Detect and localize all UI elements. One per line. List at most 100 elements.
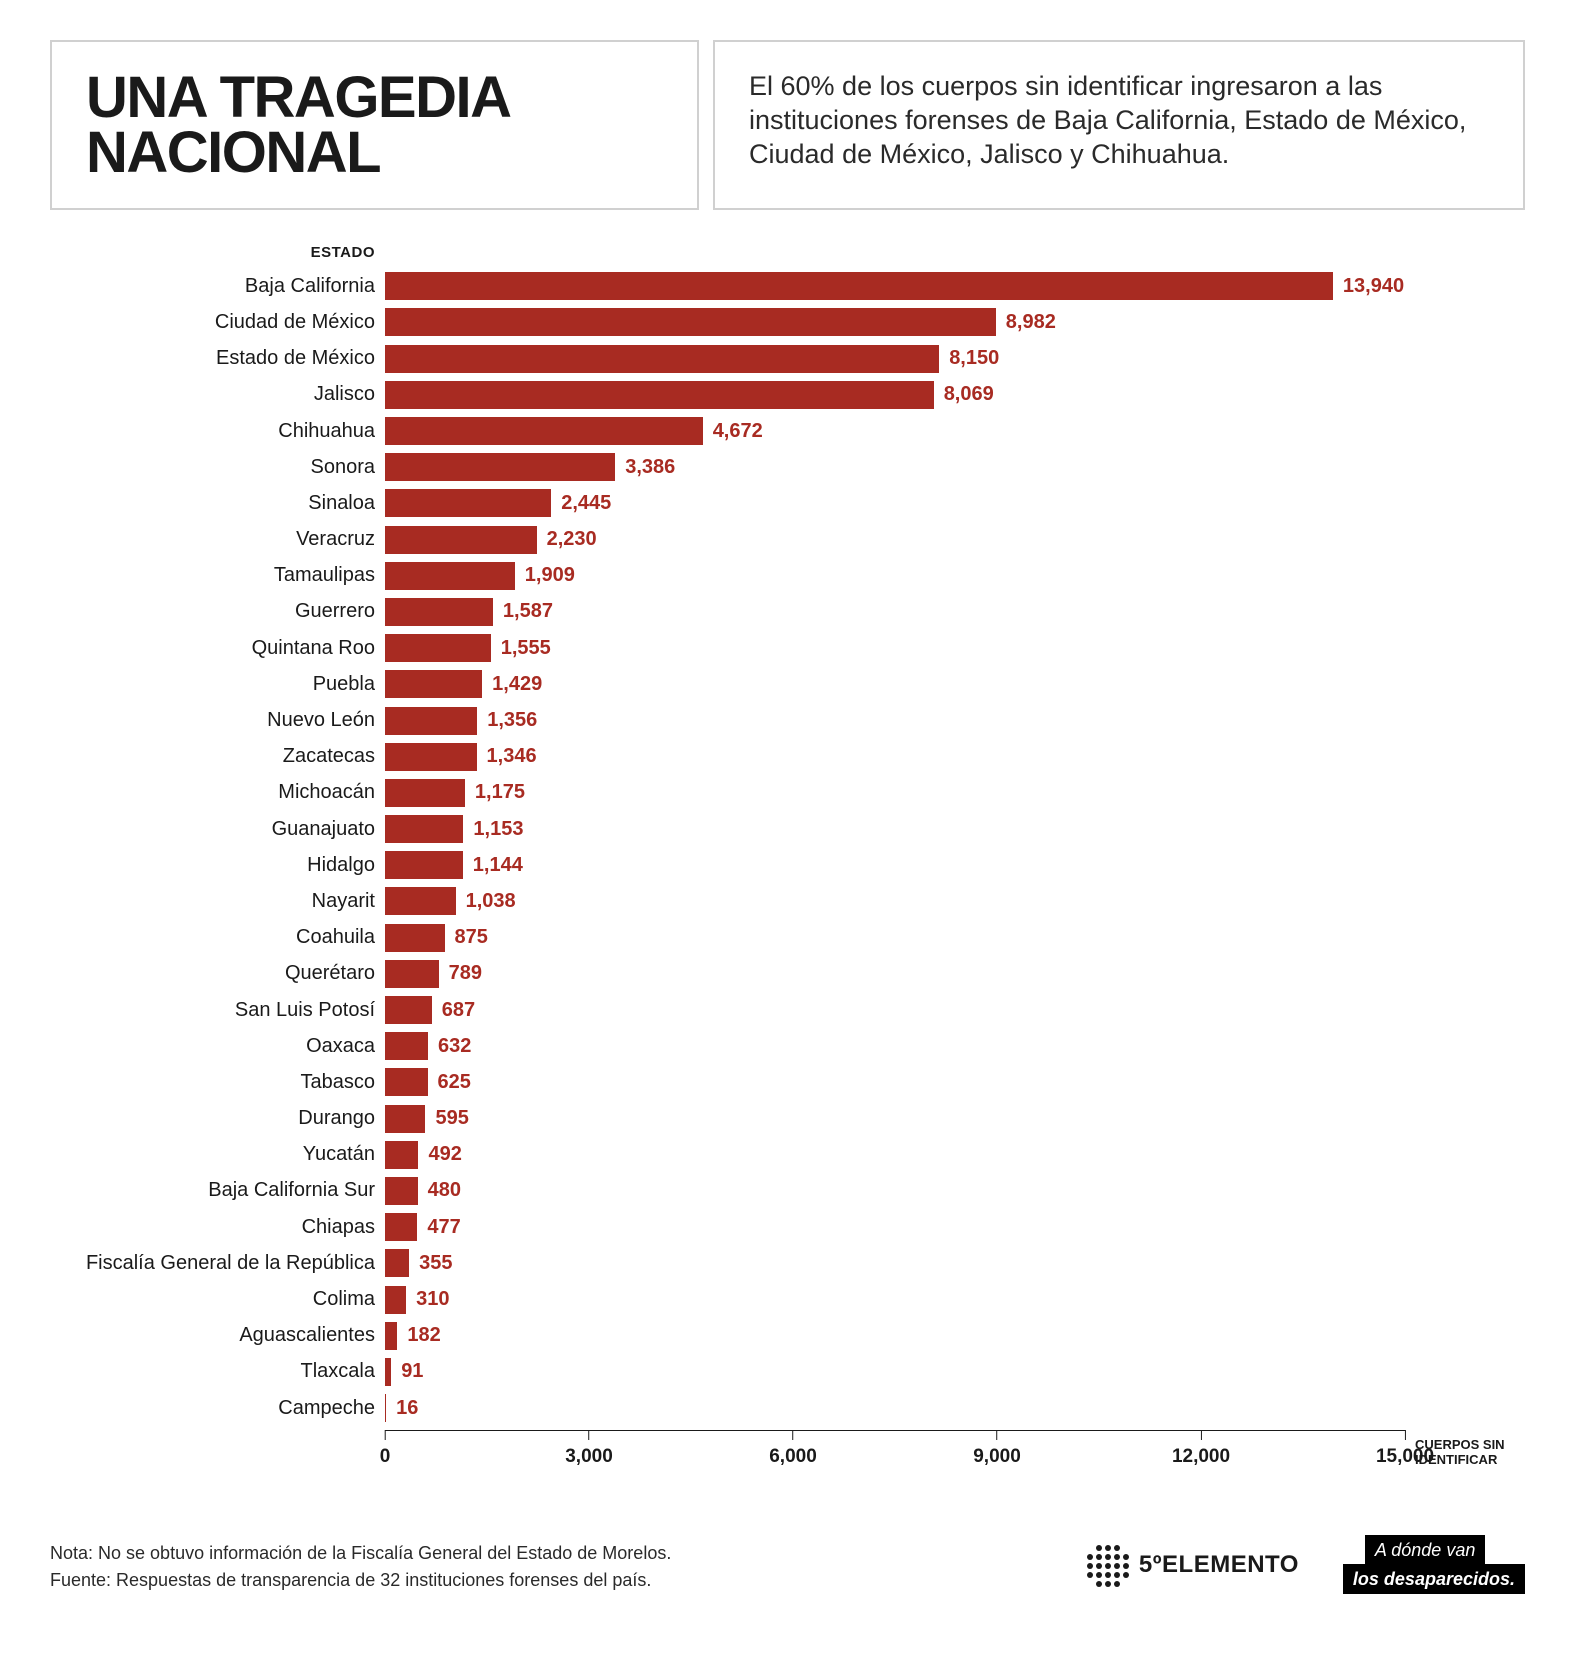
bar-rect bbox=[385, 815, 463, 843]
bar-row: Sinaloa2,445 bbox=[385, 485, 1405, 521]
bar-rect bbox=[385, 453, 615, 481]
dot-grid-icon bbox=[1087, 1545, 1127, 1585]
bar-rect bbox=[385, 381, 934, 409]
bar-row: Puebla1,429 bbox=[385, 666, 1405, 702]
bar-value: 8,982 bbox=[1006, 311, 1056, 334]
bar-label: Oaxaca bbox=[50, 1035, 375, 1058]
bar-row: Oaxaca632 bbox=[385, 1028, 1405, 1064]
bar-value: 1,587 bbox=[503, 600, 553, 623]
bar-value: 632 bbox=[438, 1035, 471, 1058]
bar-label: Veracruz bbox=[50, 528, 375, 551]
bar-value: 1,038 bbox=[466, 890, 516, 913]
bar-value: 3,386 bbox=[625, 456, 675, 479]
bar-value: 8,150 bbox=[949, 347, 999, 370]
bar-rect bbox=[385, 562, 515, 590]
header-row: UNA TRAGEDIA NACIONAL El 60% de los cuer… bbox=[50, 40, 1525, 210]
bar-label: Sonora bbox=[50, 456, 375, 479]
tick-mark bbox=[1405, 1430, 1406, 1440]
bar-label: Nayarit bbox=[50, 890, 375, 913]
bar-row: Ciudad de México8,982 bbox=[385, 304, 1405, 340]
bar-value: 1,909 bbox=[525, 564, 575, 587]
bar-value: 1,144 bbox=[473, 854, 523, 877]
bar-label: Tlaxcala bbox=[50, 1360, 375, 1383]
header-title-box: UNA TRAGEDIA NACIONAL bbox=[50, 40, 699, 210]
bar-chart: ESTADO Baja California13,940Ciudad de Mé… bbox=[50, 250, 1525, 1491]
x-axis: CUERPOS SIN IDENTIFICAR 03,0006,0009,000… bbox=[385, 1430, 1405, 1431]
bar-rect bbox=[385, 1213, 417, 1241]
bar-row: Guerrero1,587 bbox=[385, 594, 1405, 630]
logo-5elemento: 5ºELEMENTO bbox=[1087, 1545, 1299, 1585]
bar-label: Zacatecas bbox=[50, 745, 375, 768]
logo-adondevan-line1: A dónde van bbox=[1365, 1535, 1485, 1565]
bar-value: 2,445 bbox=[561, 492, 611, 515]
page-title: UNA TRAGEDIA NACIONAL bbox=[86, 70, 663, 180]
bar-label: Aguascalientes bbox=[50, 1324, 375, 1347]
bar-value: 16 bbox=[396, 1397, 418, 1420]
bar-label: Nuevo León bbox=[50, 709, 375, 732]
bar-label: Michoacán bbox=[50, 781, 375, 804]
bar-label: Colima bbox=[50, 1288, 375, 1311]
bar-value: 13,940 bbox=[1343, 275, 1404, 298]
bar-value: 1,356 bbox=[487, 709, 537, 732]
bar-rect bbox=[385, 1249, 409, 1277]
bar-label: Quintana Roo bbox=[50, 637, 375, 660]
bar-label: Chihuahua bbox=[50, 420, 375, 443]
bar-rect bbox=[385, 1394, 386, 1422]
bar-value: 1,555 bbox=[501, 637, 551, 660]
bar-label: Guerrero bbox=[50, 600, 375, 623]
bar-rect bbox=[385, 887, 456, 915]
bar-row: Veracruz2,230 bbox=[385, 522, 1405, 558]
bar-row: Chiapas477 bbox=[385, 1209, 1405, 1245]
bar-rect bbox=[385, 272, 1333, 300]
bar-rect bbox=[385, 670, 482, 698]
bar-value: 182 bbox=[407, 1324, 440, 1347]
bar-label: Hidalgo bbox=[50, 854, 375, 877]
bar-rect bbox=[385, 779, 465, 807]
bar-value: 310 bbox=[416, 1288, 449, 1311]
bar-value: 1,175 bbox=[475, 781, 525, 804]
bar-row: Sonora3,386 bbox=[385, 449, 1405, 485]
bar-row: Baja California Sur480 bbox=[385, 1173, 1405, 1209]
bar-label: Campeche bbox=[50, 1397, 375, 1420]
header-description: El 60% de los cuerpos sin identificar in… bbox=[749, 70, 1489, 171]
tick-label: 12,000 bbox=[1172, 1446, 1230, 1468]
bar-rect bbox=[385, 1105, 425, 1133]
bar-label: Chiapas bbox=[50, 1216, 375, 1239]
tick-label: 0 bbox=[380, 1446, 391, 1468]
x-tick: 6,000 bbox=[769, 1430, 817, 1468]
header-description-box: El 60% de los cuerpos sin identificar in… bbox=[713, 40, 1525, 210]
bar-label: Durango bbox=[50, 1107, 375, 1130]
bar-row: Durango595 bbox=[385, 1101, 1405, 1137]
bar-label: Coahuila bbox=[50, 926, 375, 949]
bar-row: Campeche16 bbox=[385, 1390, 1405, 1426]
bar-rect bbox=[385, 924, 445, 952]
bar-label: Ciudad de México bbox=[50, 311, 375, 334]
bar-row: Fiscalía General de la República355 bbox=[385, 1245, 1405, 1281]
bar-label: Sinaloa bbox=[50, 492, 375, 515]
bar-label: Jalisco bbox=[50, 383, 375, 406]
bar-label: Querétaro bbox=[50, 962, 375, 985]
logo-adondevan-line2: los desaparecidos. bbox=[1343, 1564, 1525, 1594]
bar-value: 477 bbox=[427, 1216, 460, 1239]
bar-value: 91 bbox=[401, 1360, 423, 1383]
x-tick: 0 bbox=[380, 1430, 391, 1468]
bar-label: Tamaulipas bbox=[50, 564, 375, 587]
logo-5elemento-text: 5ºELEMENTO bbox=[1139, 1551, 1299, 1579]
x-tick: 3,000 bbox=[565, 1430, 613, 1468]
bar-row: Nayarit1,038 bbox=[385, 883, 1405, 919]
tick-label: 9,000 bbox=[973, 1446, 1021, 1468]
bar-value: 625 bbox=[438, 1071, 471, 1094]
tick-label: 3,000 bbox=[565, 1446, 613, 1468]
bar-value: 789 bbox=[449, 962, 482, 985]
bar-label: Yucatán bbox=[50, 1143, 375, 1166]
bar-row: Coahuila875 bbox=[385, 920, 1405, 956]
bar-row: Zacatecas1,346 bbox=[385, 739, 1405, 775]
bar-rect bbox=[385, 743, 477, 771]
bars-container: Baja California13,940Ciudad de México8,9… bbox=[385, 250, 1405, 1426]
bar-row: Tlaxcala91 bbox=[385, 1354, 1405, 1390]
bar-row: Chihuahua4,672 bbox=[385, 413, 1405, 449]
bar-label: Baja California bbox=[50, 275, 375, 298]
bar-row: Tabasco625 bbox=[385, 1064, 1405, 1100]
bar-value: 355 bbox=[419, 1252, 452, 1275]
bar-value: 2,230 bbox=[547, 528, 597, 551]
